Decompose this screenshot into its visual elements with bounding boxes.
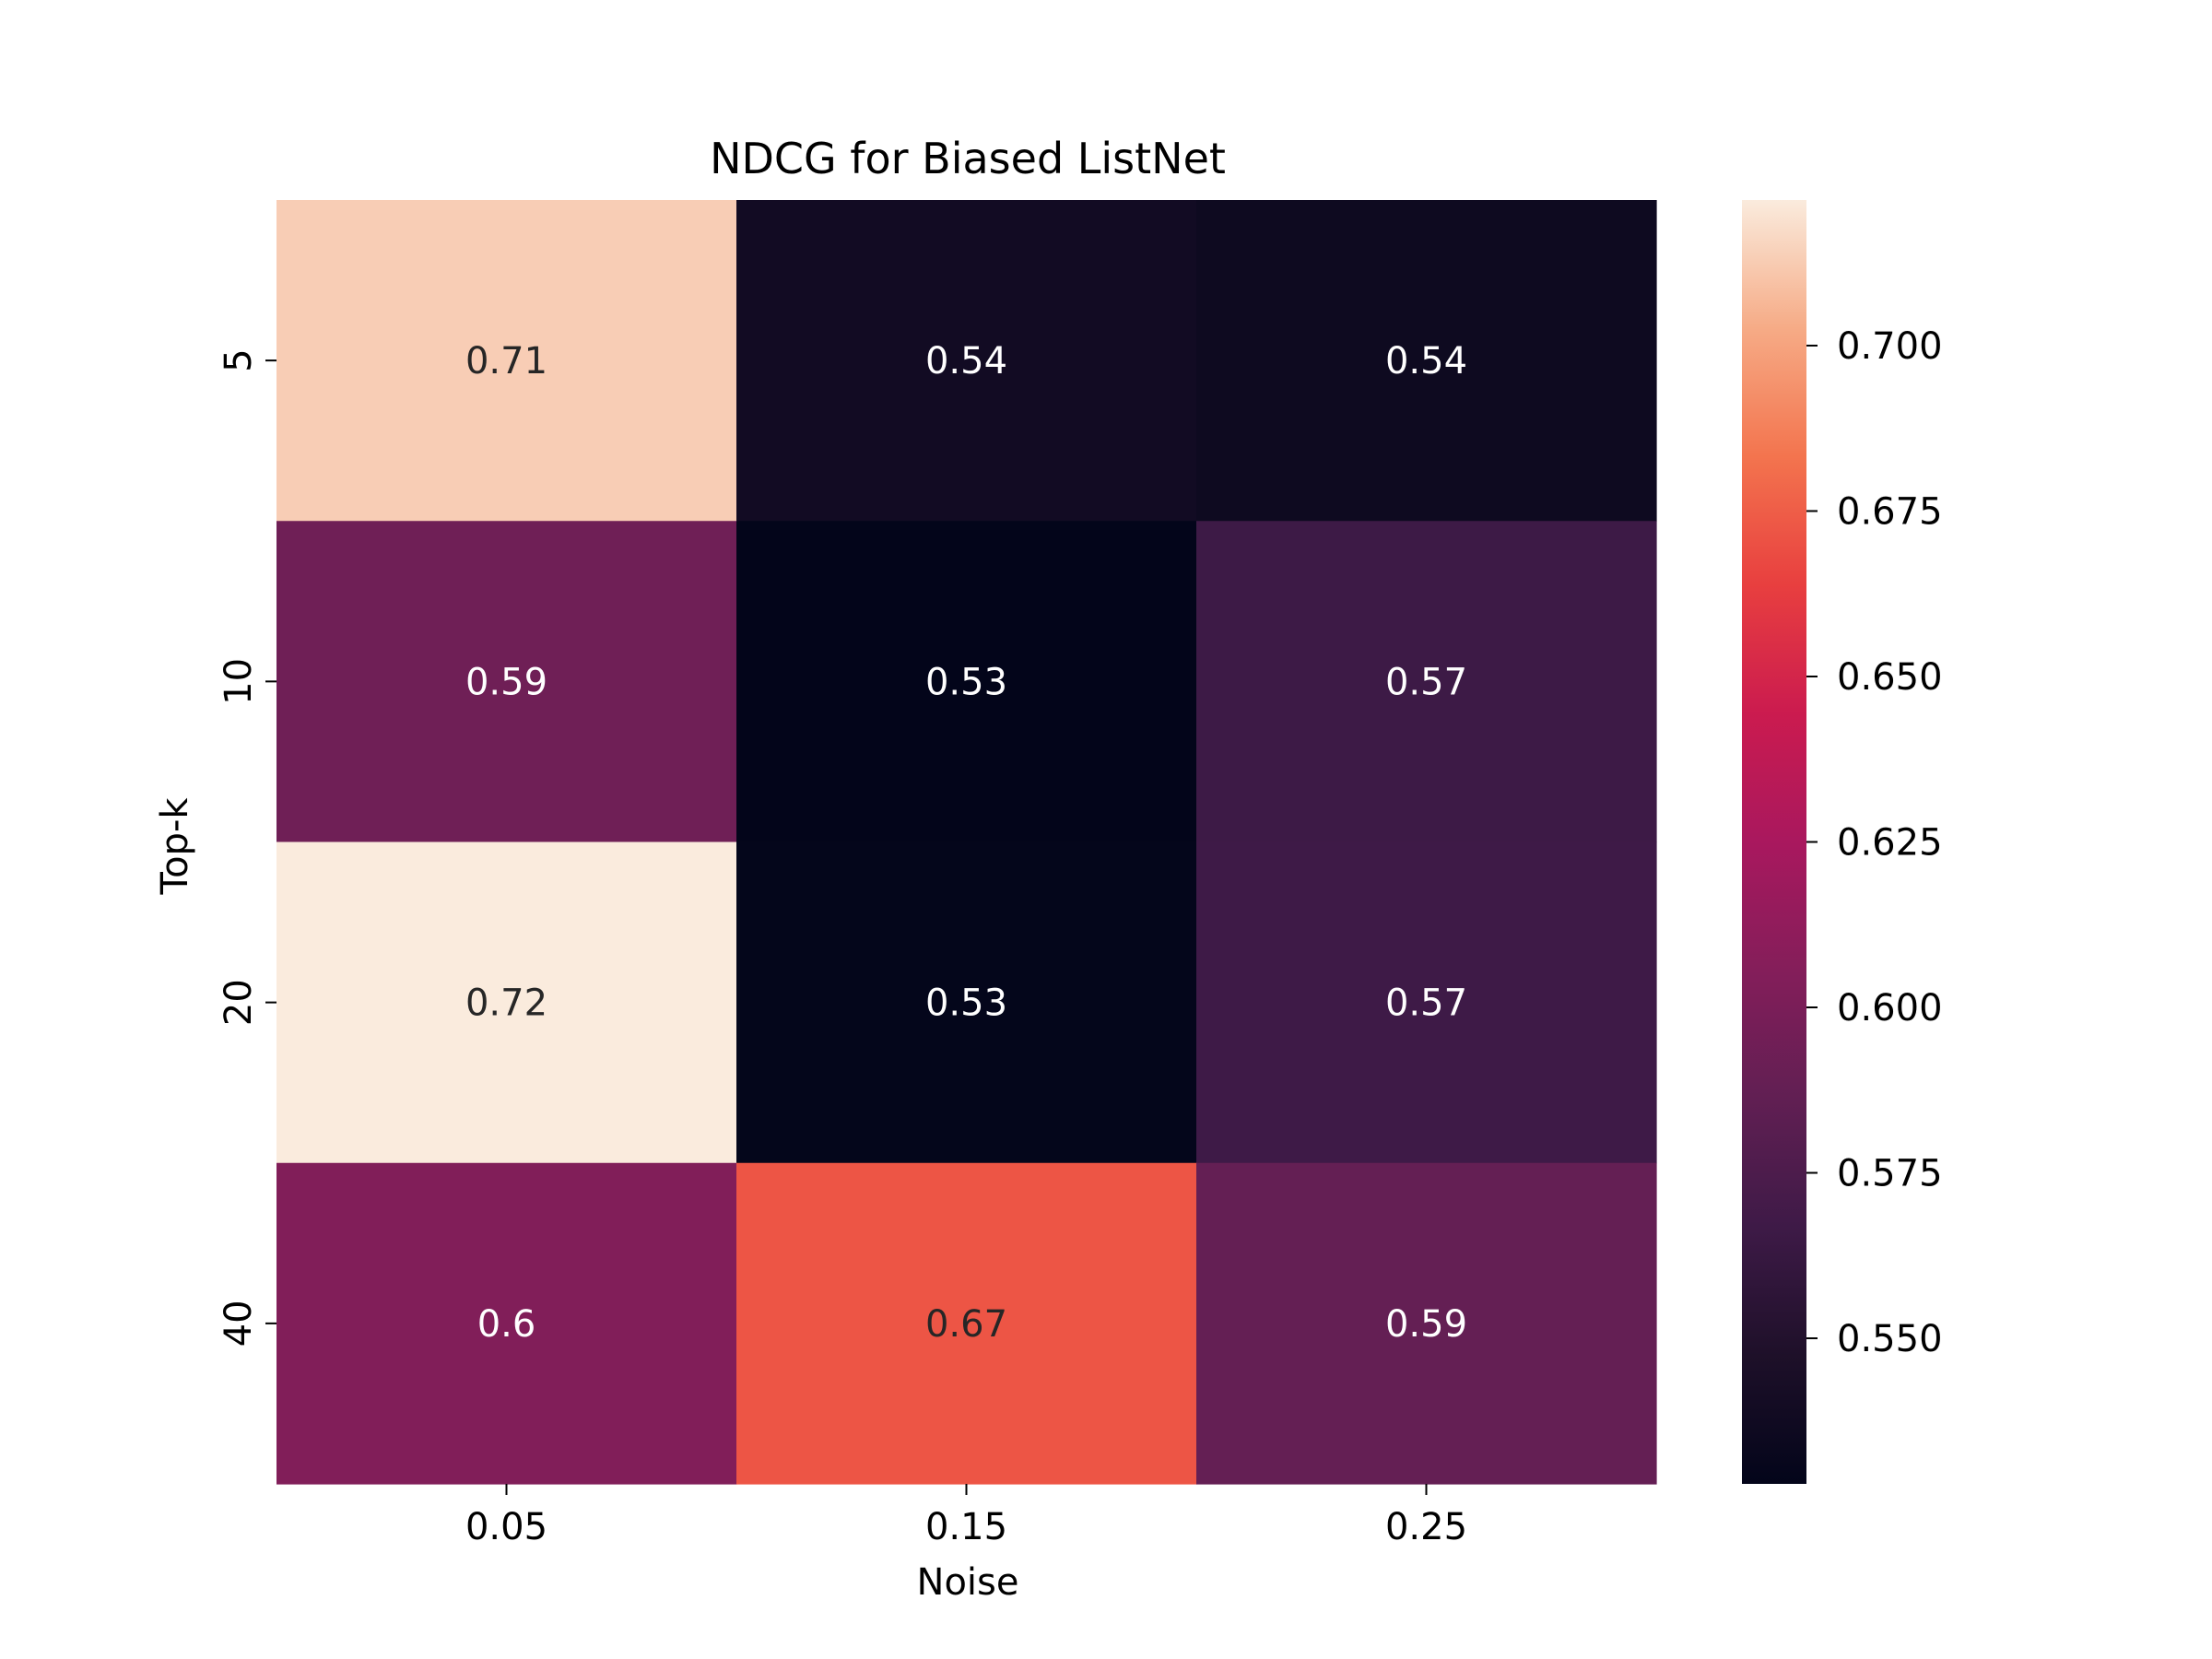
heatmap-cell	[736, 1162, 1197, 1485]
cell-annotation: 0.59	[1385, 1303, 1467, 1346]
x-tick-label: 0.05	[465, 1506, 547, 1548]
colorbar-ticks: 0.550 0.575 0.600 0.625 0.650 0.675 0.700	[1806, 325, 1943, 1360]
cell-annotation: 0.71	[465, 340, 547, 382]
heatmap-cell	[1196, 841, 1657, 1164]
cell-annotation: 0.53	[925, 661, 1007, 703]
y-axis: 5 10 20 40	[218, 348, 276, 1347]
colorbar-tick-label: 0.550	[1837, 1318, 1943, 1360]
heatmap-cell	[276, 1162, 737, 1485]
colorbar	[1742, 200, 1806, 1484]
heatmap-cell	[1196, 1162, 1657, 1485]
x-tick-label: 0.15	[925, 1506, 1007, 1548]
colorbar-tick-label: 0.575	[1837, 1153, 1943, 1195]
colorbar-tick-label: 0.650	[1837, 656, 1943, 699]
colorbar-tick-label: 0.625	[1837, 822, 1943, 865]
cell-annotation: 0.57	[1385, 661, 1467, 703]
heatmap-cell	[276, 200, 737, 522]
x-axis: 0.05 0.15 0.25	[465, 1484, 1467, 1548]
cell-annotations: 0.71 0.54 0.54 0.59 0.53 0.57 0.72 0.53 0.57 0.6 0…	[465, 340, 1467, 1346]
y-tick-label: 20	[218, 979, 260, 1026]
y-tick-label: 40	[218, 1300, 260, 1347]
heatmap-cell	[736, 841, 1197, 1164]
y-tick-label: 10	[218, 658, 260, 705]
colorbar-tick-label: 0.675	[1837, 490, 1943, 533]
y-tick-label: 5	[218, 348, 260, 371]
cell-annotation: 0.54	[1385, 340, 1467, 382]
cell-annotation: 0.72	[465, 982, 547, 1025]
cell-annotation: 0.6	[477, 1303, 536, 1346]
cell-annotation: 0.53	[925, 982, 1007, 1025]
heatmap-cell	[1196, 200, 1657, 522]
heatmap-cell	[736, 200, 1197, 522]
x-axis-label: Noise	[917, 1561, 1019, 1604]
colorbar-tick-label: 0.700	[1837, 325, 1943, 368]
heatmap-cell	[1196, 521, 1657, 843]
heatmap-cells	[276, 200, 1657, 1485]
cell-annotation: 0.54	[925, 340, 1007, 382]
cell-annotation: 0.67	[925, 1303, 1007, 1346]
y-axis-label: Top-k	[154, 797, 196, 896]
cell-annotation: 0.59	[465, 661, 547, 703]
heatmap-cell	[276, 521, 737, 843]
heatmap-cell	[736, 521, 1197, 843]
colorbar-tick-label: 0.600	[1837, 987, 1943, 1030]
chart-title: NDCG for Biased ListNet	[710, 134, 1226, 183]
x-tick-label: 0.25	[1385, 1506, 1467, 1548]
cell-annotation: 0.57	[1385, 982, 1467, 1025]
heatmap-cell	[276, 841, 737, 1164]
